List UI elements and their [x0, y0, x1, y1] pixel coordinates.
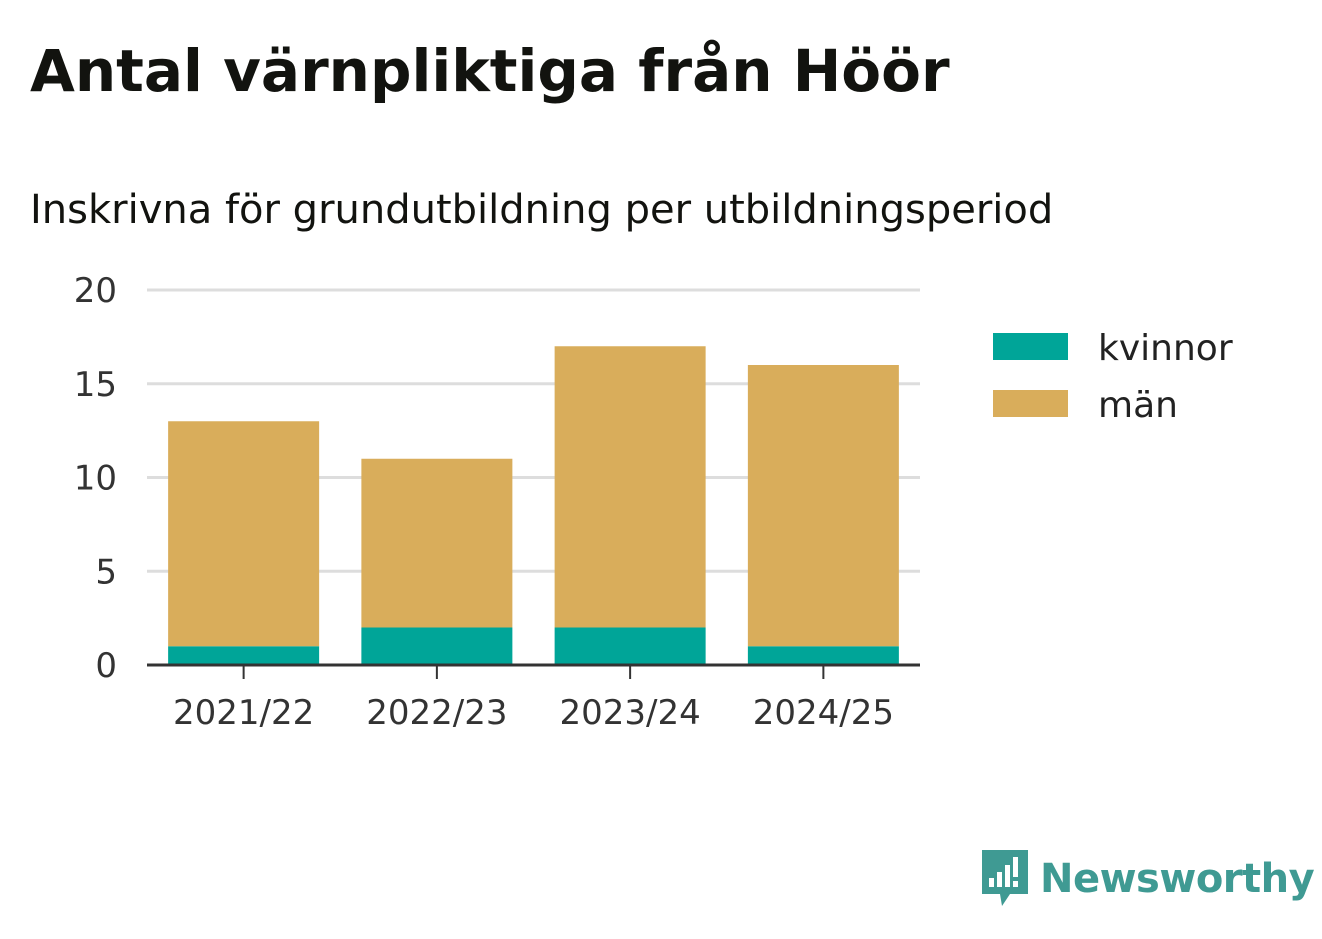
- axes: 0 5 10 15 20 2021/22 2022/23 2023/24 2024/25: [74, 271, 920, 733]
- y-tick-label: 0: [95, 646, 117, 686]
- bars: [168, 346, 899, 665]
- brand-logo: Newsworthy: [980, 848, 1315, 910]
- legend-swatch-man: [993, 390, 1068, 417]
- chart-title: Antal värnpliktiga från Höör: [30, 37, 950, 105]
- bar-man-2024-25: [747, 365, 899, 647]
- legend-label-man: män: [1098, 385, 1178, 426]
- y-tick-label: 5: [95, 552, 117, 592]
- newsworthy-logo-icon: [982, 850, 1028, 906]
- x-tick-label: 2021/22: [173, 693, 314, 733]
- chart-subtitle: Inskrivna för grundutbildning per utbild…: [30, 187, 1054, 233]
- y-tick-label: 20: [74, 271, 117, 311]
- y-tick-label: 10: [74, 459, 117, 499]
- brand-name: Newsworthy: [1040, 856, 1315, 902]
- bar-kvinnor-2022-23: [361, 627, 513, 665]
- bar-man-2023-24: [554, 346, 706, 628]
- bar-kvinnor-2024-25: [747, 646, 899, 665]
- legend-swatch-kvinnor: [993, 333, 1068, 360]
- y-tick-label: 15: [74, 365, 117, 405]
- bar-man-2022-23: [361, 458, 513, 628]
- x-tick-label: 2023/24: [560, 693, 701, 733]
- bar-kvinnor-2021-22: [168, 646, 320, 665]
- legend-label-kvinnor: kvinnor: [1098, 328, 1233, 369]
- x-tick-label: 2024/25: [753, 693, 894, 733]
- bar-kvinnor-2023-24: [554, 627, 706, 665]
- bar-man-2021-22: [168, 421, 320, 647]
- x-tick-label: 2022/23: [366, 693, 507, 733]
- legend: kvinnor män: [993, 328, 1233, 426]
